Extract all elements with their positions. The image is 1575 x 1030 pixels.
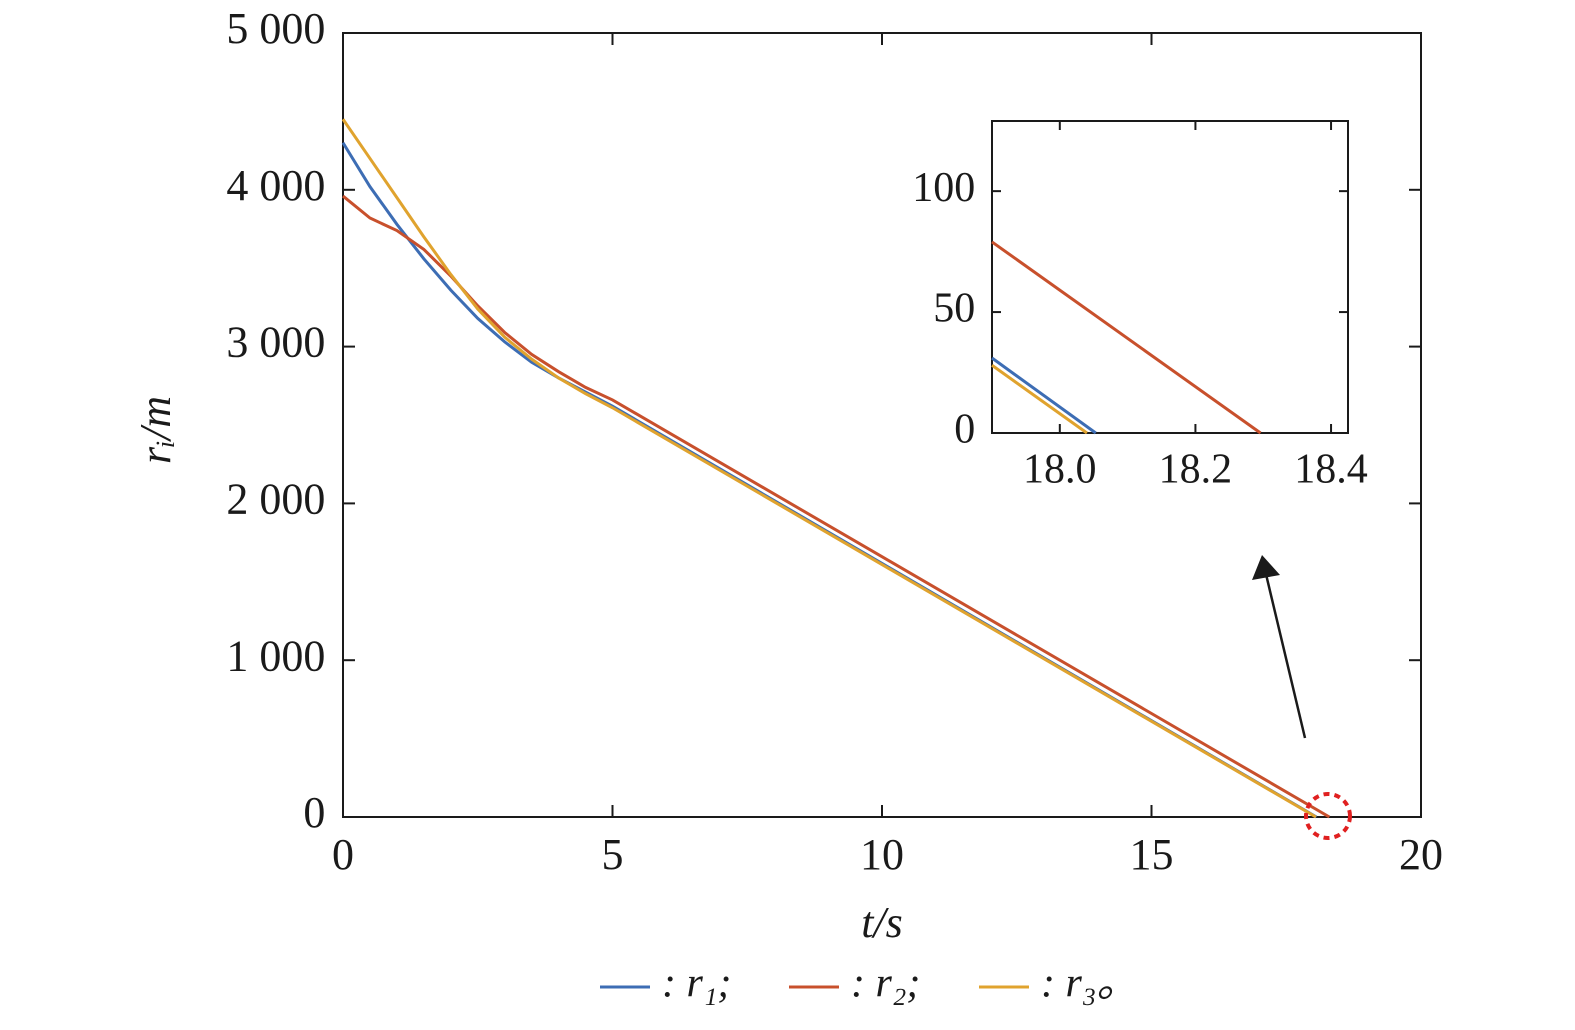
line-series [991,240,1262,435]
zoom-marker [1304,792,1352,840]
line-series [991,356,1097,435]
plot-frame [991,120,1349,434]
line-series [991,364,1088,435]
legend-label: : r₂; [851,961,920,1007]
y-tick-label: 0 [303,788,325,837]
x-tick-label: 20 [1399,830,1443,879]
x-tick-label: 18.4 [1294,447,1368,493]
x-tick-label: 10 [860,830,904,879]
y-tick-label: 1 000 [226,631,325,680]
x-tick-label: 0 [332,830,354,879]
y-tick-label: 5 000 [226,4,325,53]
y-tick-label: 2 000 [226,474,325,523]
plot-frame [342,32,1422,818]
y-tick-label: 3 000 [226,318,325,367]
zoom-arrow [1263,569,1307,739]
line-series [341,118,1317,819]
x-tick-label: 5 [602,830,624,879]
x-axis-label: t/s [861,898,903,947]
y-tick-label: 50 [933,286,975,332]
legend-label: : r₁; [662,961,731,1007]
y-tick-label: 0 [954,407,975,453]
y-tick-label: 4 000 [226,161,325,210]
arrow-head [1252,555,1280,580]
y-tick-label: 100 [912,165,975,211]
x-tick-label: 18.2 [1159,447,1233,493]
x-tick-label: 15 [1130,830,1174,879]
y-axis-label: rᵢ/m [131,396,180,464]
x-tick-label: 18.0 [1023,447,1097,493]
legend-label: : r₃。 [1041,961,1138,1007]
line-series [342,194,1331,819]
